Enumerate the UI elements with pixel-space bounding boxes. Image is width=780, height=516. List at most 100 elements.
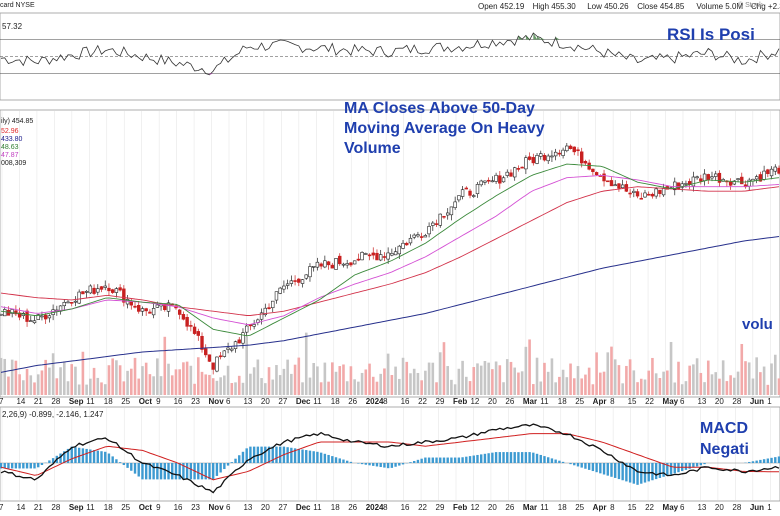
volume-bar bbox=[435, 382, 438, 395]
candle-body bbox=[386, 252, 390, 260]
candle-body bbox=[702, 173, 707, 181]
candle-body bbox=[520, 166, 524, 169]
candle-body bbox=[591, 168, 595, 172]
candle-body bbox=[289, 280, 294, 284]
rsi-annotation: RSI Is Posi bbox=[667, 25, 755, 44]
macd-hist-bar bbox=[550, 458, 554, 463]
candle-body bbox=[17, 312, 22, 318]
date-tick-bottom: 21 bbox=[33, 503, 43, 512]
candle-body bbox=[643, 192, 647, 198]
volume-bar bbox=[572, 378, 576, 395]
volume-bar bbox=[159, 376, 163, 395]
macd-hist-bar bbox=[63, 451, 66, 463]
candle-body bbox=[699, 178, 703, 182]
macd-line bbox=[0, 423, 780, 494]
macd-hist-bar bbox=[226, 463, 230, 466]
volume-bar bbox=[182, 362, 185, 395]
volume-bar bbox=[215, 380, 219, 395]
volume-bar bbox=[446, 366, 449, 395]
candle-body bbox=[259, 312, 264, 320]
volume-bar bbox=[271, 379, 275, 395]
candle-body bbox=[263, 307, 267, 316]
candle-body bbox=[740, 176, 744, 185]
volume-bar bbox=[561, 369, 565, 395]
macd-hist-bar bbox=[22, 463, 25, 469]
candle-body bbox=[639, 197, 643, 200]
candle-body bbox=[531, 157, 536, 164]
date-tick-top: 13 bbox=[697, 397, 707, 406]
volume-bar bbox=[275, 365, 278, 395]
volume-bar bbox=[44, 359, 47, 395]
candle-body bbox=[62, 302, 66, 307]
volume-bar bbox=[263, 383, 267, 395]
macd-hist-bar bbox=[506, 452, 509, 463]
candle-body bbox=[535, 155, 539, 164]
macd-hist-bar bbox=[174, 463, 178, 480]
candle-body bbox=[602, 173, 606, 182]
macd-hist-bar bbox=[29, 463, 32, 469]
macd-hist-bar bbox=[684, 463, 688, 470]
macd-hist-bar bbox=[260, 446, 263, 463]
candle-body bbox=[218, 355, 223, 358]
ma-200-line bbox=[0, 236, 780, 373]
volume-bar bbox=[226, 365, 230, 395]
volume-bar bbox=[133, 357, 137, 395]
macd-hist-bar bbox=[528, 452, 531, 463]
legend-entry: 48.63 bbox=[1, 144, 19, 151]
candle-body bbox=[773, 166, 777, 172]
volume-bars bbox=[0, 332, 780, 395]
candle-body bbox=[341, 263, 346, 266]
volume-bar bbox=[513, 367, 517, 395]
volume-bar bbox=[580, 378, 584, 395]
volume-bar bbox=[301, 382, 304, 395]
macd-hist-bar bbox=[465, 456, 468, 463]
candle-body bbox=[345, 263, 349, 266]
macd-hist-bar bbox=[621, 463, 624, 481]
volume-annotation: volu bbox=[742, 316, 773, 333]
volume-bar bbox=[625, 365, 628, 395]
candle-body bbox=[382, 256, 387, 258]
macd-hist-bar bbox=[305, 450, 308, 463]
macd-hist-bar bbox=[412, 460, 416, 463]
date-tick-top: 16 bbox=[400, 397, 410, 406]
macd-hist-bar bbox=[424, 457, 427, 463]
candle-body bbox=[557, 152, 562, 155]
volume-bar bbox=[628, 359, 632, 395]
candle-body bbox=[375, 252, 379, 261]
volume-bar bbox=[398, 378, 401, 395]
date-tick-bottom: 6 bbox=[679, 503, 685, 512]
volume-bar bbox=[0, 357, 3, 395]
candle-body bbox=[449, 206, 454, 216]
macd-hist-bar bbox=[349, 461, 353, 463]
volume-bar bbox=[29, 375, 33, 395]
volume-bar bbox=[163, 336, 167, 395]
macd-hist-bar bbox=[219, 463, 222, 473]
candle-body bbox=[561, 149, 565, 156]
macd-hist-bar bbox=[14, 463, 18, 469]
macd-hist-bar bbox=[587, 463, 591, 470]
ohlc-high: High 455.30 bbox=[532, 2, 576, 11]
macd-hist-bar bbox=[189, 463, 193, 480]
volume-bar bbox=[617, 365, 621, 395]
candle-body bbox=[40, 315, 44, 318]
macd-hist-bar bbox=[446, 457, 449, 463]
macd-hist-bar bbox=[118, 462, 122, 463]
macd-hist-bar bbox=[755, 460, 758, 463]
volume-bar bbox=[178, 369, 181, 395]
ohlc-volume: Volume 5.0M bbox=[696, 2, 744, 11]
volume-bar bbox=[621, 383, 624, 395]
macd-hist-bar bbox=[89, 449, 92, 463]
candle-body bbox=[777, 167, 780, 174]
volume-bar bbox=[532, 384, 535, 395]
candle-body bbox=[148, 311, 152, 314]
volume-bar bbox=[546, 371, 550, 395]
volume-bar bbox=[453, 384, 457, 395]
candle-body bbox=[509, 172, 513, 177]
volume-bar bbox=[353, 379, 356, 395]
volume-bar bbox=[36, 374, 40, 395]
macd-hist-bar bbox=[450, 457, 453, 463]
macd-hist-bar bbox=[245, 448, 248, 463]
macd-hist-bar bbox=[640, 463, 643, 484]
macd-hist-bar bbox=[200, 463, 204, 480]
macd-hist-bar bbox=[126, 463, 129, 468]
